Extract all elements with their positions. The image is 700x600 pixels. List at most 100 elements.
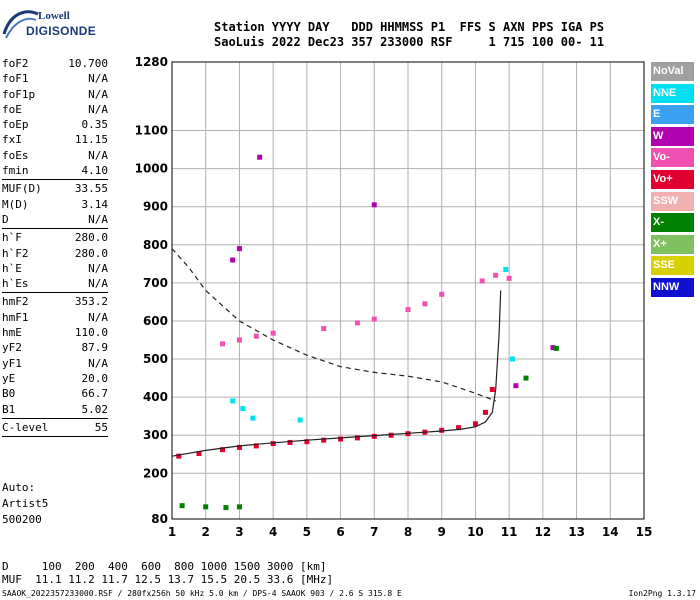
y-tick-label: 300 (143, 428, 168, 442)
x-tick-label: 7 (370, 525, 378, 539)
param-value: 353.2 (74, 295, 108, 309)
data-point (472, 421, 478, 427)
data-point (196, 450, 202, 456)
x-tick-label: 2 (202, 525, 210, 539)
data-point (253, 443, 259, 449)
data-point (510, 356, 516, 362)
param-separator (2, 179, 108, 181)
param-label: B1 (2, 402, 16, 416)
x-tick-label: 15 (636, 525, 653, 539)
param-value: 55 (94, 420, 108, 434)
param-row: fmin 4.10 (2, 163, 108, 178)
legend-item: SSW (651, 191, 694, 211)
data-point (354, 320, 360, 326)
y-tick-label: 1000 (135, 162, 168, 176)
y-tick-label: 700 (143, 276, 168, 290)
param-label: h`Es (2, 277, 29, 291)
param-label: B0 (2, 387, 16, 401)
param-row: foF1p N/A (2, 87, 108, 102)
param-value: 110.0 (74, 326, 108, 340)
param-value: 5.02 (81, 402, 109, 416)
data-point (176, 453, 182, 459)
param-row: yF1 N/A (2, 356, 108, 371)
y-tick-label: 400 (143, 390, 168, 404)
data-point (240, 406, 246, 412)
muf-dashed-curve (171, 248, 496, 402)
data-point (236, 444, 242, 450)
param-value: 11.15 (74, 133, 108, 147)
param-row: foF2 10.700 (2, 56, 108, 71)
param-row: hmF2 353.2 (2, 294, 108, 309)
param-label: hmF2 (2, 295, 29, 309)
param-row: B1 5.02 (2, 402, 108, 417)
muf-row: MUF 11.1 11.2 11.7 12.5 13.7 15.5 20.5 3… (2, 573, 334, 586)
profile-curve (171, 290, 502, 457)
header-line1: Station YYYY DAY DDD HHMMSS P1 FFS S AXN… (214, 20, 605, 34)
data-point (223, 505, 229, 511)
param-row: fxI 11.15 (2, 132, 108, 147)
data-point (230, 257, 236, 263)
software-version: Ion2Png 1.3.17 (628, 589, 696, 598)
data-point (253, 333, 259, 339)
data-point (550, 345, 556, 351)
legend-item: X+ (651, 234, 694, 254)
auto-scaling-info: Auto: Artist5 500200 (2, 480, 48, 528)
param-value: 66.7 (81, 387, 109, 401)
legend-item: E (651, 105, 694, 125)
param-separator (2, 417, 108, 419)
param-label: C-level (2, 420, 49, 434)
data-point (483, 409, 489, 415)
legend-item: NoVal (651, 62, 694, 81)
y-tick-label: 500 (143, 352, 168, 366)
auto-label: Auto: (2, 481, 36, 494)
param-label: M(D) (2, 197, 29, 211)
param-label: hmE (2, 326, 22, 340)
y-tick-label: 200 (143, 466, 168, 480)
legend-item: Vo- (651, 148, 694, 168)
auto-program: Artist5 (2, 497, 49, 510)
param-value: N/A (88, 102, 108, 116)
param-value: 4.10 (81, 164, 109, 178)
legend-item: X- (651, 213, 694, 233)
param-value: 0.35 (81, 118, 109, 132)
param-label: h`F (2, 231, 22, 245)
legend-item: SSE (651, 256, 694, 276)
param-value: N/A (88, 87, 108, 101)
param-row: hmF1 N/A (2, 310, 108, 325)
param-row: h`E N/A (2, 261, 108, 276)
legend-item: NNE (651, 83, 694, 103)
plot-frame (171, 61, 645, 520)
param-label: yF1 (2, 356, 22, 370)
param-value: 3.14 (81, 197, 109, 211)
param-row: foEs N/A (2, 148, 108, 163)
data-point (439, 427, 445, 433)
x-tick-label: 13 (568, 525, 585, 539)
data-point (321, 326, 327, 332)
param-value: N/A (88, 148, 108, 162)
legend-item: W (651, 126, 694, 146)
data-point (220, 341, 226, 347)
data-point (489, 387, 495, 393)
x-tick-label: 4 (269, 525, 277, 539)
data-point (287, 439, 293, 445)
auto-version: 500200 (2, 513, 42, 526)
x-tick-label: 12 (535, 525, 552, 539)
param-label: h`E (2, 261, 22, 275)
param-value: N/A (88, 72, 108, 86)
data-point (371, 202, 377, 208)
param-label: hmF1 (2, 310, 29, 324)
param-row: MUF(D) 33.55 (2, 181, 108, 196)
data-point (304, 439, 310, 445)
x-tick-label: 1 (168, 525, 176, 539)
y-tick-label: 600 (143, 314, 168, 328)
param-value: 20.0 (81, 371, 109, 385)
param-row: D N/A (2, 212, 108, 227)
param-row: h`Es N/A (2, 276, 108, 291)
data-point (513, 383, 519, 389)
data-point (456, 425, 462, 431)
param-label: yF2 (2, 341, 22, 355)
param-row: foE N/A (2, 102, 108, 117)
param-value: 280.0 (74, 231, 108, 245)
data-point (553, 345, 559, 351)
param-label: foF2 (2, 57, 29, 70)
